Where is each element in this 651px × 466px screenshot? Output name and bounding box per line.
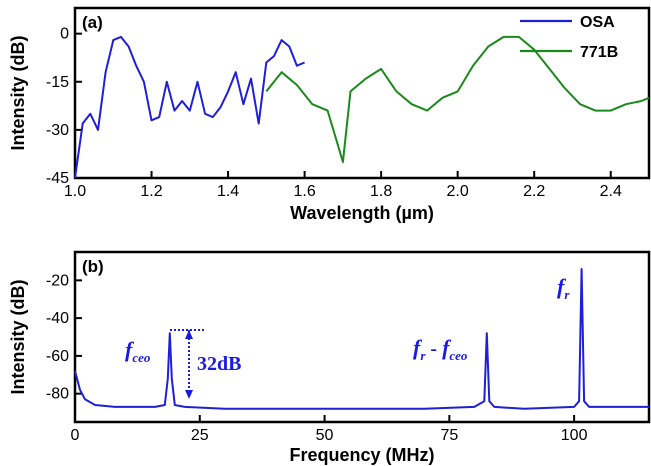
x-tick-label: 1.6 (293, 183, 315, 200)
panel-a-plot-frame (73, 6, 651, 180)
panel-a-x-axis-title: Wavelength (µm) (290, 203, 434, 223)
x-tick-label: 1.2 (140, 183, 162, 200)
x-tick-label: 50 (316, 427, 334, 444)
x-tick-label: 2.4 (600, 183, 622, 200)
y-tick-label: -30 (46, 122, 69, 139)
y-tick-label: -45 (46, 170, 69, 187)
x-tick-label: 2.2 (523, 183, 545, 200)
annotation-32db: 32dB (197, 353, 241, 375)
x-tick-label: 0 (71, 427, 80, 444)
panel-a-label: (a) (82, 13, 103, 32)
y-tick-label: -80 (46, 386, 69, 403)
panel-a-ticks: 1.0 1.2 1.4 1.6 1.8 2.0 2.2 2.4 0 -15 -30 -45 (46, 26, 622, 200)
annotation-fr-minus-fceo: fr - fceo (413, 335, 468, 363)
y-tick-label: -15 (46, 74, 69, 91)
annotation-arrow-up (185, 330, 193, 339)
x-tick-label: 75 (440, 427, 458, 444)
panel-b-ticks: 0 25 50 75 100 -20 -40 -60 -80 (46, 272, 588, 444)
y-tick-label: 0 (60, 26, 69, 43)
panel-b-x-axis-title: Frequency (MHz) (289, 445, 434, 465)
y-tick-label: -20 (46, 272, 69, 289)
panel-a-series (74, 35, 650, 179)
legend: OSA 771B (520, 14, 618, 61)
x-tick-label: 1.0 (64, 183, 86, 200)
series-line-spectrum (74, 268, 649, 410)
panel-b-plot-frame (73, 250, 651, 424)
y-tick-label: -40 (46, 310, 69, 327)
panel-b-y-axis-title: Intensity (dB) (8, 279, 28, 394)
series-line-771b (265, 35, 650, 163)
annotation-fr: fr (557, 274, 570, 302)
annotation-arrow-down (185, 390, 193, 399)
x-tick-label: 2.0 (447, 183, 469, 200)
x-tick-label: 1.4 (217, 183, 239, 200)
x-tick-label: 25 (191, 427, 209, 444)
legend-label-771b: 771B (580, 44, 618, 61)
panel-b-series (74, 268, 649, 410)
annotation-fceo: fceo (125, 337, 151, 365)
panel-a: 1.0 1.2 1.4 1.6 1.8 2.0 2.2 2.4 0 -15 -30 -45 (a) O… (8, 6, 651, 223)
x-tick-label: 100 (561, 427, 588, 444)
panel-b: 0 25 50 75 100 -20 -40 -60 -80 (b) fceo fr - fce… (8, 250, 651, 465)
panel-b-label: (b) (82, 257, 104, 276)
legend-label-osa: OSA (580, 14, 615, 31)
panel-a-y-axis-title: Intensity (dB) (8, 35, 28, 150)
series-line-osa (74, 35, 305, 179)
y-tick-label: -60 (46, 348, 69, 365)
x-tick-label: 1.8 (370, 183, 392, 200)
